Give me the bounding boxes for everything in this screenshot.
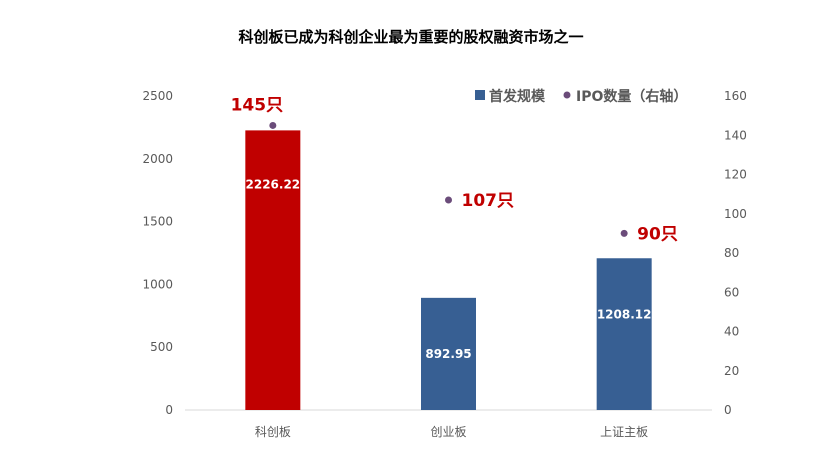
y-right-tick-label: 160 xyxy=(724,89,747,103)
y-right-tick-label: 40 xyxy=(724,325,739,339)
ipo-data-label: 145只 xyxy=(231,95,284,115)
y-left-tick-label: 2500 xyxy=(142,89,173,103)
x-tick-label: 科创板 xyxy=(255,425,291,439)
bar xyxy=(596,258,652,410)
legend-swatch-ipo xyxy=(563,91,571,99)
chart-title: 科创板已成为科创企业最为重要的股权融资市场之一 xyxy=(238,28,584,46)
y-right-tick-label: 100 xyxy=(724,207,747,221)
y-left-tick-label: 0 xyxy=(165,403,173,417)
bar-data-label: 1208.12 xyxy=(597,307,652,321)
y-right-tick-label: 140 xyxy=(724,128,747,142)
y-left-tick-label: 1500 xyxy=(142,215,173,229)
y-right-tick-label: 60 xyxy=(724,285,739,299)
y-right-tick-label: 20 xyxy=(724,364,739,378)
bar xyxy=(245,130,301,410)
bar-data-label: 2226.22 xyxy=(246,177,301,191)
y-left-tick-label: 1000 xyxy=(142,277,173,291)
y-right-tick-label: 0 xyxy=(724,403,732,417)
x-tick-label: 上证主板 xyxy=(600,425,648,439)
bar xyxy=(421,297,476,410)
y-right-tick-label: 80 xyxy=(724,246,739,260)
y-left-tick-label: 500 xyxy=(150,340,173,354)
ipo-data-label: 90只 xyxy=(637,224,678,244)
bar-data-label: 892.95 xyxy=(425,347,471,361)
y-left-tick-label: 2000 xyxy=(142,152,173,166)
legend-swatch-bars xyxy=(475,90,485,100)
legend-label-ipo: IPO数量（右轴） xyxy=(576,88,687,105)
ipo-point xyxy=(620,229,628,237)
y-right-tick-label: 120 xyxy=(724,168,747,182)
ipo-point xyxy=(445,196,452,204)
x-tick-label: 创业板 xyxy=(430,425,466,439)
legend-label-bars: 首发规模 xyxy=(489,88,546,105)
ipo-point xyxy=(269,121,277,129)
ipo-data-label: 107只 xyxy=(462,191,515,211)
